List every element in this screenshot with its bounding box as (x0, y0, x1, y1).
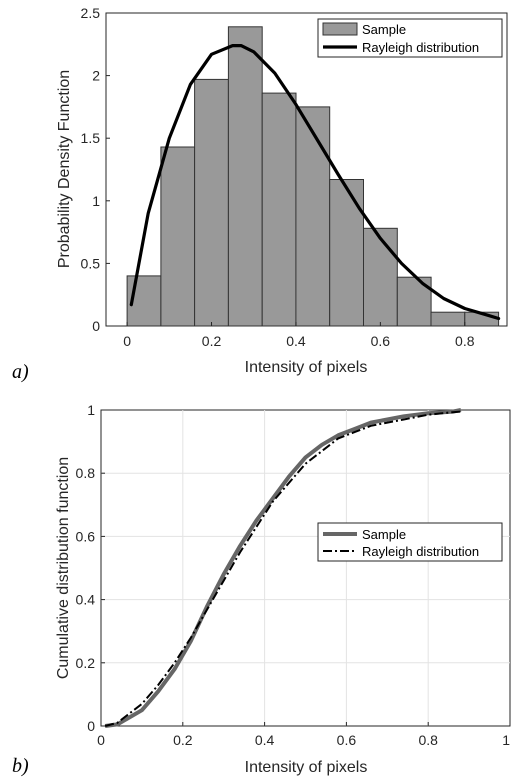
x-tick-label: 0.8 (455, 333, 475, 349)
legend-cdf-rayleigh-label: Rayleigh distribution (362, 544, 479, 559)
x-tick-label: 1 (502, 732, 510, 748)
y-tick-label: 0.2 (76, 655, 96, 671)
panel-label-a: a) (12, 361, 29, 383)
y-tick-label: 1.5 (81, 130, 101, 146)
y-tick-label: 0.8 (76, 465, 96, 481)
x-tick-label: 0.2 (173, 732, 193, 748)
pdf-ylabel: Probability Density Function (56, 70, 73, 268)
histogram-bar (261, 92, 297, 327)
y-tick-label: 0.4 (76, 592, 96, 608)
y-tick-label: 0.6 (76, 528, 96, 544)
histogram-bars (126, 26, 500, 327)
histogram-bar (430, 311, 466, 327)
x-tick-label: 0 (97, 732, 105, 748)
x-tick-label: 0 (123, 333, 131, 349)
x-tick-label: 0.4 (255, 732, 275, 748)
histogram-bar (227, 26, 263, 327)
legend-sample-label: Sample (362, 22, 406, 37)
histogram-bar (363, 227, 398, 327)
x-tick-label: 0.6 (371, 333, 391, 349)
histogram-bar (194, 78, 229, 327)
cdf-ylabel: Cumulative distribution function (55, 457, 72, 679)
legend-rayleigh-label: Rayleigh distribution (362, 40, 479, 55)
cdf-xlabel: Intensity of pixels (245, 759, 368, 776)
rayleigh-pdf-curve (129, 44, 501, 321)
cdf-rayleigh-line (104, 410, 461, 727)
legend-cdf-sample-label: Sample (362, 527, 406, 542)
pdf-ticks: 0 0.2 0.4 0.6 0.8 0 0.5 1 1.5 2 2.5 (81, 5, 475, 349)
y-tick-label: 0 (87, 718, 95, 734)
histogram-bar (329, 179, 365, 327)
pdf-histogram-panel: 0 0.2 0.4 0.6 0.8 0 0.5 1 1.5 2 2.5 Intensity of p… (12, 5, 508, 383)
y-tick-label: 1 (92, 193, 100, 209)
legend-sample-swatch (322, 22, 358, 36)
y-tick-label: 1 (87, 402, 95, 418)
cdf-legend: Sample Rayleigh distribution (317, 522, 503, 562)
histogram-bar (295, 106, 331, 327)
y-tick-label: 2 (92, 68, 100, 84)
x-tick-label: 0.6 (337, 732, 357, 748)
histogram-bar (160, 146, 196, 327)
pdf-legend: Sample Rayleigh distribution (317, 18, 503, 58)
y-tick-label: 0 (92, 318, 100, 334)
cdf-legend-box (317, 522, 503, 562)
x-tick-label: 0.2 (202, 333, 222, 349)
y-tick-label: 2.5 (81, 5, 101, 21)
x-tick-label: 0.8 (418, 732, 438, 748)
cdf-sample-line (104, 408, 462, 728)
pdf-xlabel: Intensity of pixels (245, 359, 368, 376)
x-tick-label: 0.4 (286, 333, 306, 349)
panel-label-b: b) (12, 755, 29, 777)
cdf-ticks: 0 0.2 0.4 0.6 0.8 1 0 0.2 0.4 0.6 0.8 1 (76, 402, 511, 748)
cdf-panel: 0 0.2 0.4 0.6 0.8 1 0 0.2 0.4 0.6 0.8 1 Intensity o… (12, 402, 511, 777)
y-tick-label: 0.5 (81, 255, 101, 271)
